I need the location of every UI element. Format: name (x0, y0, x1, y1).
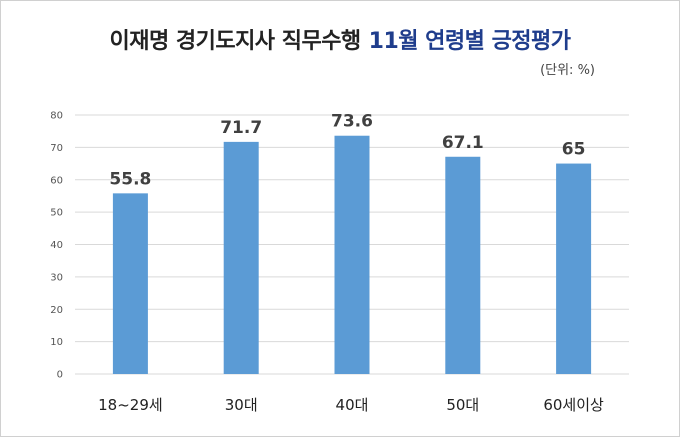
bar (556, 163, 592, 374)
title-highlight: 11월 연령별 긍정평가 (368, 29, 571, 54)
chart-title: 이재명 경기도지사 직무수행 11월 연령별 긍정평가 (1, 23, 679, 55)
bar (223, 141, 259, 374)
bar (112, 193, 148, 374)
bar (445, 156, 481, 374)
category-label: 50대 (446, 396, 479, 414)
y-tick-label: 20 (50, 305, 63, 316)
y-tick-label: 70 (50, 143, 63, 154)
y-tick-label: 60 (50, 175, 63, 186)
unit-label: (단위: %) (540, 63, 595, 78)
y-tick-label: 40 (50, 240, 63, 251)
category-label: 40대 (336, 396, 369, 414)
data-label: 73.6 (331, 112, 373, 132)
category-label: 18~29세 (98, 396, 163, 414)
title-main: 이재명 경기도지사 직무수행 (109, 29, 361, 54)
y-tick-label: 10 (50, 337, 63, 348)
y-tick-label: 80 (50, 111, 63, 122)
data-label: 67.1 (442, 133, 484, 153)
bar (334, 135, 370, 374)
y-tick-label: 50 (50, 208, 63, 219)
data-label: 65 (562, 140, 586, 160)
data-label: 55.8 (109, 169, 151, 189)
category-label: 30대 (225, 396, 258, 414)
y-tick-label: 0 (57, 370, 63, 381)
y-tick-label: 30 (50, 272, 63, 283)
category-label: 60세이상 (543, 396, 604, 414)
data-label: 71.7 (220, 118, 262, 138)
